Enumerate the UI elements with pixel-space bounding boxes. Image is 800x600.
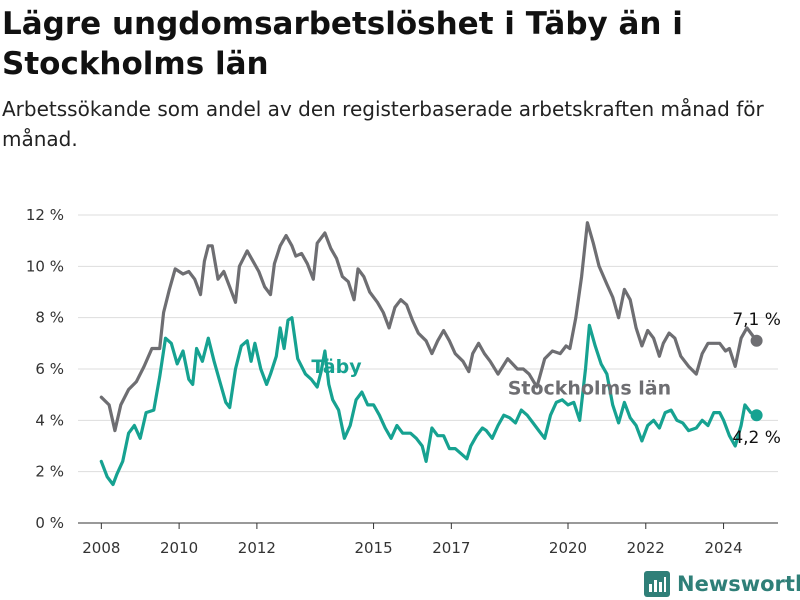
line-chart: 0 % 2 % 4 % 6 % 8 % 10 % 12 % 2008 2010 2012 2015… <box>26 206 781 557</box>
logo-text: Newsworthy <box>677 572 800 596</box>
bar-chart-icon <box>644 571 670 597</box>
x-tick-label: 2020 <box>549 539 587 557</box>
series-line-täby <box>99 316 759 487</box>
grid-lines <box>78 214 778 524</box>
x-tick-label: 2024 <box>704 539 742 557</box>
x-tick-label: 2015 <box>354 539 392 557</box>
series-label-täby: Täby <box>311 356 362 378</box>
series-line-stockholms-län <box>99 221 759 433</box>
y-tick-label: 12 % <box>26 206 64 224</box>
newsworthy-logo: Newsworthy <box>644 570 800 598</box>
series-lines <box>99 221 763 487</box>
end-value-label-täby: 4,2 % <box>732 428 781 448</box>
x-tick-label: 2017 <box>432 539 470 557</box>
x-tick-label: 2010 <box>160 539 198 557</box>
y-tick-label: 8 % <box>35 309 64 327</box>
end-value-label-stockholms-län: 7,1 % <box>732 310 781 330</box>
series-labels: 7,1 % 4,2 % Täby Stockholms län <box>311 310 781 448</box>
y-tick-label: 4 % <box>35 411 64 429</box>
x-tick-label: 2022 <box>627 539 665 557</box>
x-tick-label: 2008 <box>82 539 120 557</box>
x-axis-tick-labels: 2008 2010 2012 2015 2017 2020 2022 2024 <box>82 523 743 557</box>
y-tick-label: 10 % <box>26 257 64 275</box>
y-tick-label: 0 % <box>35 514 64 532</box>
chart-title: Lägre ungdomsarbetslöshet i Täby än i St… <box>2 6 683 82</box>
x-tick-label: 2012 <box>238 539 276 557</box>
y-axis-tick-labels: 0 % 2 % 4 % 6 % 8 % 10 % 12 % <box>26 206 64 532</box>
chart-subtitle: Arbetssökande som andel av den registerb… <box>2 97 764 151</box>
end-point-täby <box>750 409 763 422</box>
series-label-stockholms-län: Stockholms län <box>508 378 671 400</box>
end-point-stockholms-län <box>750 334 763 347</box>
y-tick-label: 6 % <box>35 360 64 378</box>
y-tick-label: 2 % <box>35 463 64 481</box>
